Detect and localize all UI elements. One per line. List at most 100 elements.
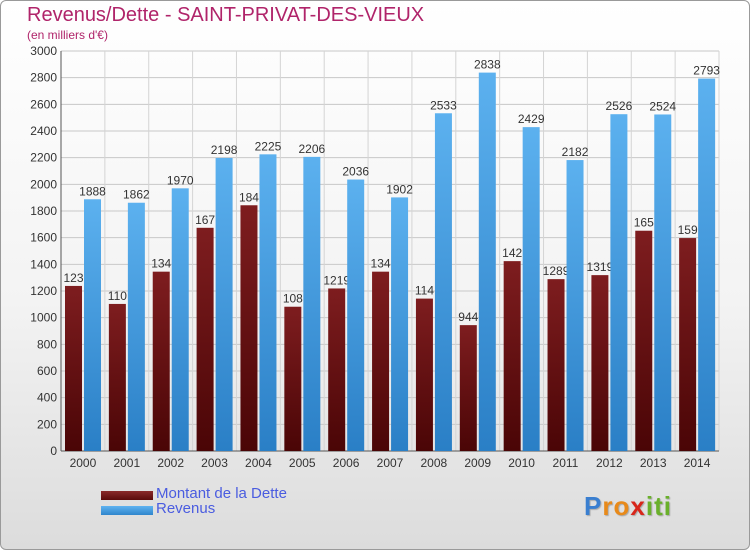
x-tick-label: 2002: [157, 456, 184, 470]
y-tick-label: 1800: [30, 204, 57, 218]
data-label-dette: 1219: [323, 273, 350, 287]
data-label-dette: 134: [151, 257, 171, 271]
bar-dette: [240, 205, 258, 451]
y-tick-label: 800: [37, 337, 57, 351]
data-label-dette: 142: [502, 246, 522, 260]
x-tick-label: 2012: [596, 456, 623, 470]
bar-revenus: [434, 113, 452, 452]
bar-dette: [679, 238, 697, 451]
data-label-revenus: 2793: [693, 64, 720, 78]
bar-revenus: [347, 179, 365, 452]
y-tick-label: 1000: [30, 311, 57, 325]
y-tick-label: 0: [50, 444, 57, 458]
data-label-revenus: 2533: [430, 98, 457, 112]
data-label-revenus: 2225: [255, 139, 282, 153]
data-label-dette: 167: [195, 213, 215, 227]
x-tick-label: 2003: [201, 456, 228, 470]
bar-dette: [284, 306, 302, 451]
bar-dette: [65, 285, 82, 451]
bar-revenus: [215, 157, 233, 451]
bar-revenus: [566, 160, 584, 452]
bar-dette: [503, 261, 521, 451]
data-label-revenus: 2182: [562, 145, 589, 159]
data-label-revenus: 2198: [211, 143, 238, 157]
logo-letter: t: [654, 491, 664, 521]
data-label-revenus: 1862: [123, 188, 150, 202]
y-tick-label: 3000: [30, 44, 57, 58]
y-tick-label: 2800: [30, 71, 57, 85]
y-tick-label: 2600: [30, 97, 57, 111]
bar-dette: [547, 279, 565, 451]
bar-revenus: [522, 127, 540, 451]
data-label-revenus: 1970: [167, 173, 194, 187]
bar-revenus: [84, 199, 101, 451]
x-tick-label: 2013: [640, 456, 667, 470]
chart-title: Revenus/Dette - SAINT-PRIVAT-DES-VIEUX: [27, 4, 425, 26]
data-label-dette: 165: [634, 216, 654, 230]
y-tick-label: 1600: [30, 231, 57, 245]
bar-dette: [415, 298, 433, 451]
data-label-dette: 134: [371, 257, 391, 271]
x-tick-label: 2004: [245, 456, 272, 470]
data-label-revenus: 2429: [518, 112, 545, 126]
x-tick-label: 2009: [464, 456, 491, 470]
bar-revenus: [171, 188, 189, 452]
bar-revenus: [478, 72, 496, 451]
data-label-revenus: 1888: [79, 184, 106, 198]
bar-dette: [196, 227, 214, 451]
bar-revenus: [391, 197, 409, 451]
legend-label-dette: Montant de la Dette: [156, 485, 287, 502]
data-label-dette: 184: [239, 190, 259, 204]
y-tick-label: 1400: [30, 257, 57, 271]
bar-revenus: [654, 114, 672, 451]
y-tick-label: 1200: [30, 284, 57, 298]
y-tick-label: 200: [37, 417, 57, 431]
x-tick-label: 2007: [377, 456, 404, 470]
x-tick-label: 2014: [684, 456, 711, 470]
data-label-dette: 123: [63, 271, 83, 285]
data-label-dette: 114: [415, 284, 434, 298]
data-label-dette: 159: [678, 223, 698, 237]
data-label-revenus: 2036: [342, 165, 369, 179]
x-tick-label: 2005: [289, 456, 316, 470]
x-tick-label: 2006: [333, 456, 360, 470]
y-tick-label: 600: [37, 364, 57, 378]
proxiti-logo: Proxiti: [584, 491, 672, 522]
bar-dette: [108, 303, 126, 451]
data-label-revenus: 2526: [606, 99, 633, 113]
data-label-revenus: 2524: [649, 99, 676, 113]
bar-dette: [459, 325, 477, 451]
logo-letter: r: [602, 491, 614, 521]
data-label-dette: 944: [458, 310, 478, 324]
chart-subtitle: (en milliers d'€): [27, 28, 108, 42]
data-label-revenus: 2838: [474, 58, 501, 72]
legend-swatch-revenus: [101, 506, 153, 515]
legend-label-revenus: Revenus: [156, 500, 216, 517]
bar-revenus: [610, 114, 628, 451]
bar-dette: [635, 230, 653, 451]
y-tick-label: 2000: [30, 177, 57, 191]
y-tick-label: 2200: [30, 151, 57, 165]
data-label-dette: 110: [108, 289, 127, 303]
logo-letter: P: [584, 491, 603, 521]
legend-swatch-dette: [101, 491, 153, 500]
bar-revenus: [127, 202, 145, 451]
data-label-revenus: 2206: [298, 142, 325, 156]
x-tick-label: 2001: [113, 456, 140, 470]
logo-letter: i: [645, 491, 655, 521]
bar-dette: [328, 288, 346, 451]
x-tick-label: 2010: [508, 456, 535, 470]
data-label-dette: 108: [283, 292, 303, 306]
data-label-dette: 1289: [543, 264, 570, 278]
data-label-dette: 1319: [587, 260, 614, 274]
logo-letter: x: [630, 491, 646, 521]
x-tick-label: 2011: [553, 456, 579, 470]
x-tick-label: 2008: [421, 456, 448, 470]
bar-dette: [372, 271, 390, 451]
bar-dette: [152, 271, 170, 451]
logo-letter: o: [613, 491, 631, 521]
bar-revenus: [303, 156, 321, 451]
bar-dette: [591, 275, 609, 451]
